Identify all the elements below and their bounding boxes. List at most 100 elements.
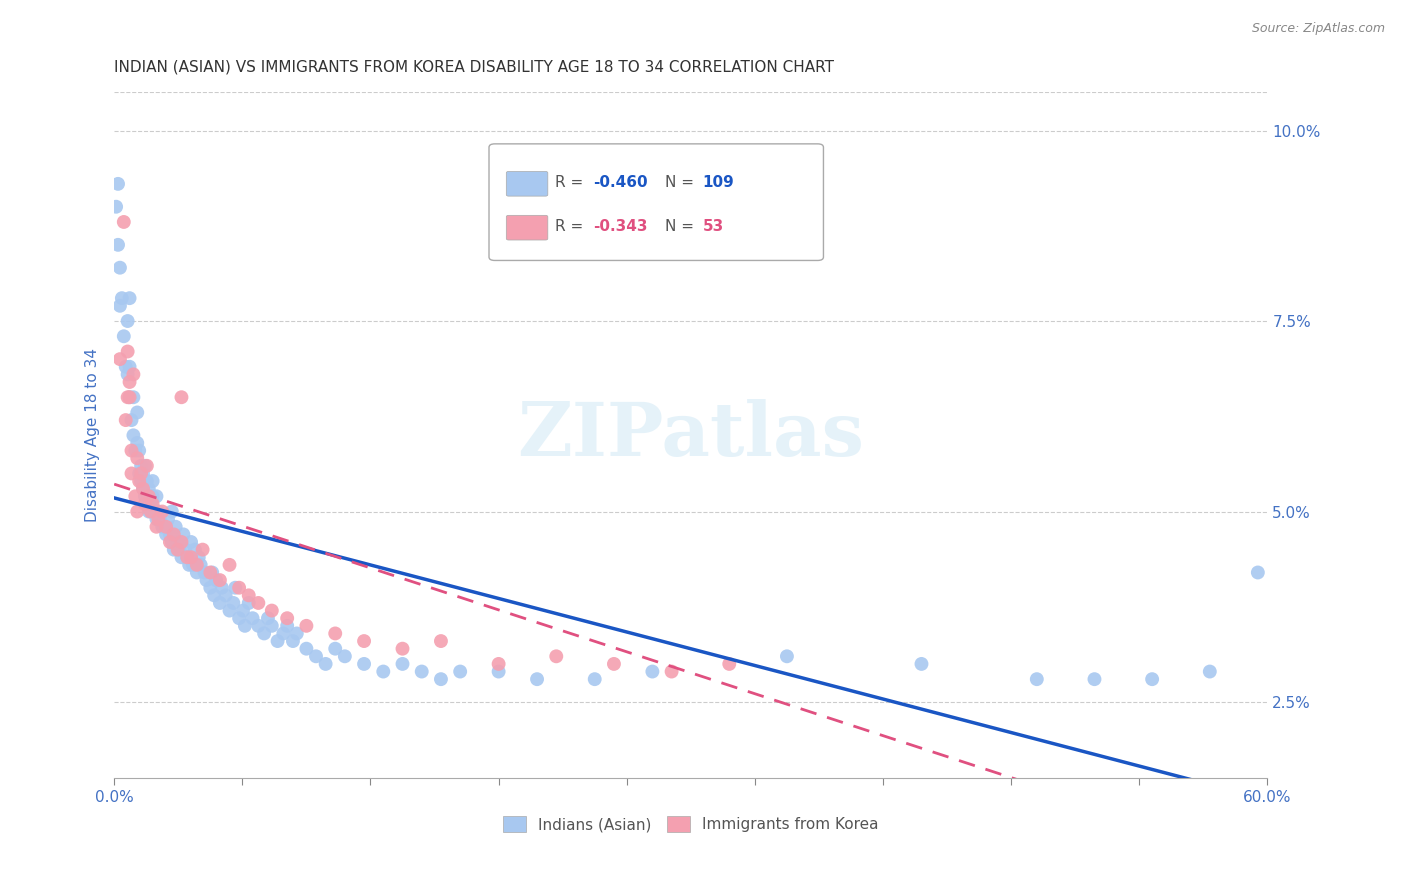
Point <box>315 657 337 671</box>
Point <box>488 665 510 679</box>
Point <box>276 611 298 625</box>
Point <box>190 558 212 572</box>
Point <box>222 596 245 610</box>
Point <box>129 474 152 488</box>
Point <box>114 359 136 374</box>
Point <box>118 390 141 404</box>
Point <box>430 634 453 648</box>
Point <box>117 344 139 359</box>
Point <box>118 359 141 374</box>
Point <box>170 535 193 549</box>
Point <box>205 573 228 587</box>
Point <box>641 665 664 679</box>
Point <box>242 611 264 625</box>
Point <box>117 368 139 382</box>
Point <box>333 649 356 664</box>
Point <box>117 314 139 328</box>
Point <box>305 649 328 664</box>
Point <box>122 390 145 404</box>
Point <box>373 665 395 679</box>
Point <box>129 467 152 481</box>
Point <box>169 542 191 557</box>
Point <box>583 672 606 686</box>
Point <box>174 542 197 557</box>
Point <box>138 489 160 503</box>
Point <box>247 596 270 610</box>
Point <box>295 641 318 656</box>
Point <box>776 649 799 664</box>
Point <box>128 474 150 488</box>
Point <box>145 512 167 526</box>
Point <box>118 375 141 389</box>
Point <box>224 581 246 595</box>
Point <box>145 489 167 503</box>
Point <box>139 504 162 518</box>
Point <box>253 626 276 640</box>
Point <box>184 542 207 557</box>
Point <box>108 352 131 367</box>
Point <box>181 558 204 572</box>
Point <box>135 474 157 488</box>
Point <box>661 665 683 679</box>
Point <box>172 527 194 541</box>
Point <box>1140 672 1163 686</box>
Point <box>186 558 208 572</box>
Point <box>150 520 173 534</box>
Point <box>142 474 165 488</box>
Point <box>121 443 143 458</box>
Point <box>391 657 413 671</box>
Point <box>108 260 131 275</box>
Point <box>176 550 198 565</box>
Point <box>122 428 145 442</box>
Point <box>1025 672 1047 686</box>
Point <box>105 200 128 214</box>
Point <box>156 512 179 526</box>
Point <box>1198 665 1220 679</box>
Point <box>127 451 149 466</box>
Point <box>1083 672 1105 686</box>
Point <box>546 649 568 664</box>
Point <box>228 611 250 625</box>
Point <box>208 596 231 610</box>
Point <box>107 177 129 191</box>
Point <box>121 413 143 427</box>
Point <box>111 291 134 305</box>
Text: 109: 109 <box>703 175 734 190</box>
Text: N =: N = <box>665 175 699 190</box>
Point <box>134 489 156 503</box>
Point <box>166 542 188 557</box>
Point <box>112 215 135 229</box>
Point <box>128 443 150 458</box>
Y-axis label: Disability Age 18 to 34: Disability Age 18 to 34 <box>86 349 100 523</box>
Point <box>138 504 160 518</box>
Point <box>180 550 202 565</box>
Point <box>118 390 141 404</box>
Point <box>232 604 254 618</box>
Point <box>138 482 160 496</box>
Point <box>179 558 201 572</box>
Text: 53: 53 <box>703 219 724 234</box>
Point <box>233 619 256 633</box>
Text: Source: ZipAtlas.com: Source: ZipAtlas.com <box>1251 22 1385 36</box>
Point <box>166 535 188 549</box>
Point <box>353 657 375 671</box>
Text: N =: N = <box>665 219 699 234</box>
Point <box>129 458 152 473</box>
FancyBboxPatch shape <box>506 171 548 196</box>
Point <box>148 512 170 526</box>
Point <box>910 657 932 671</box>
Point <box>211 581 233 595</box>
Point <box>195 573 218 587</box>
Point <box>160 504 183 518</box>
Point <box>273 626 295 640</box>
Point <box>260 619 283 633</box>
Point <box>165 520 187 534</box>
Point <box>323 641 346 656</box>
Point <box>124 443 146 458</box>
Point <box>135 497 157 511</box>
Point <box>155 520 177 534</box>
Point <box>155 527 177 541</box>
Point <box>430 672 453 686</box>
Point <box>128 467 150 481</box>
Point <box>163 527 186 541</box>
